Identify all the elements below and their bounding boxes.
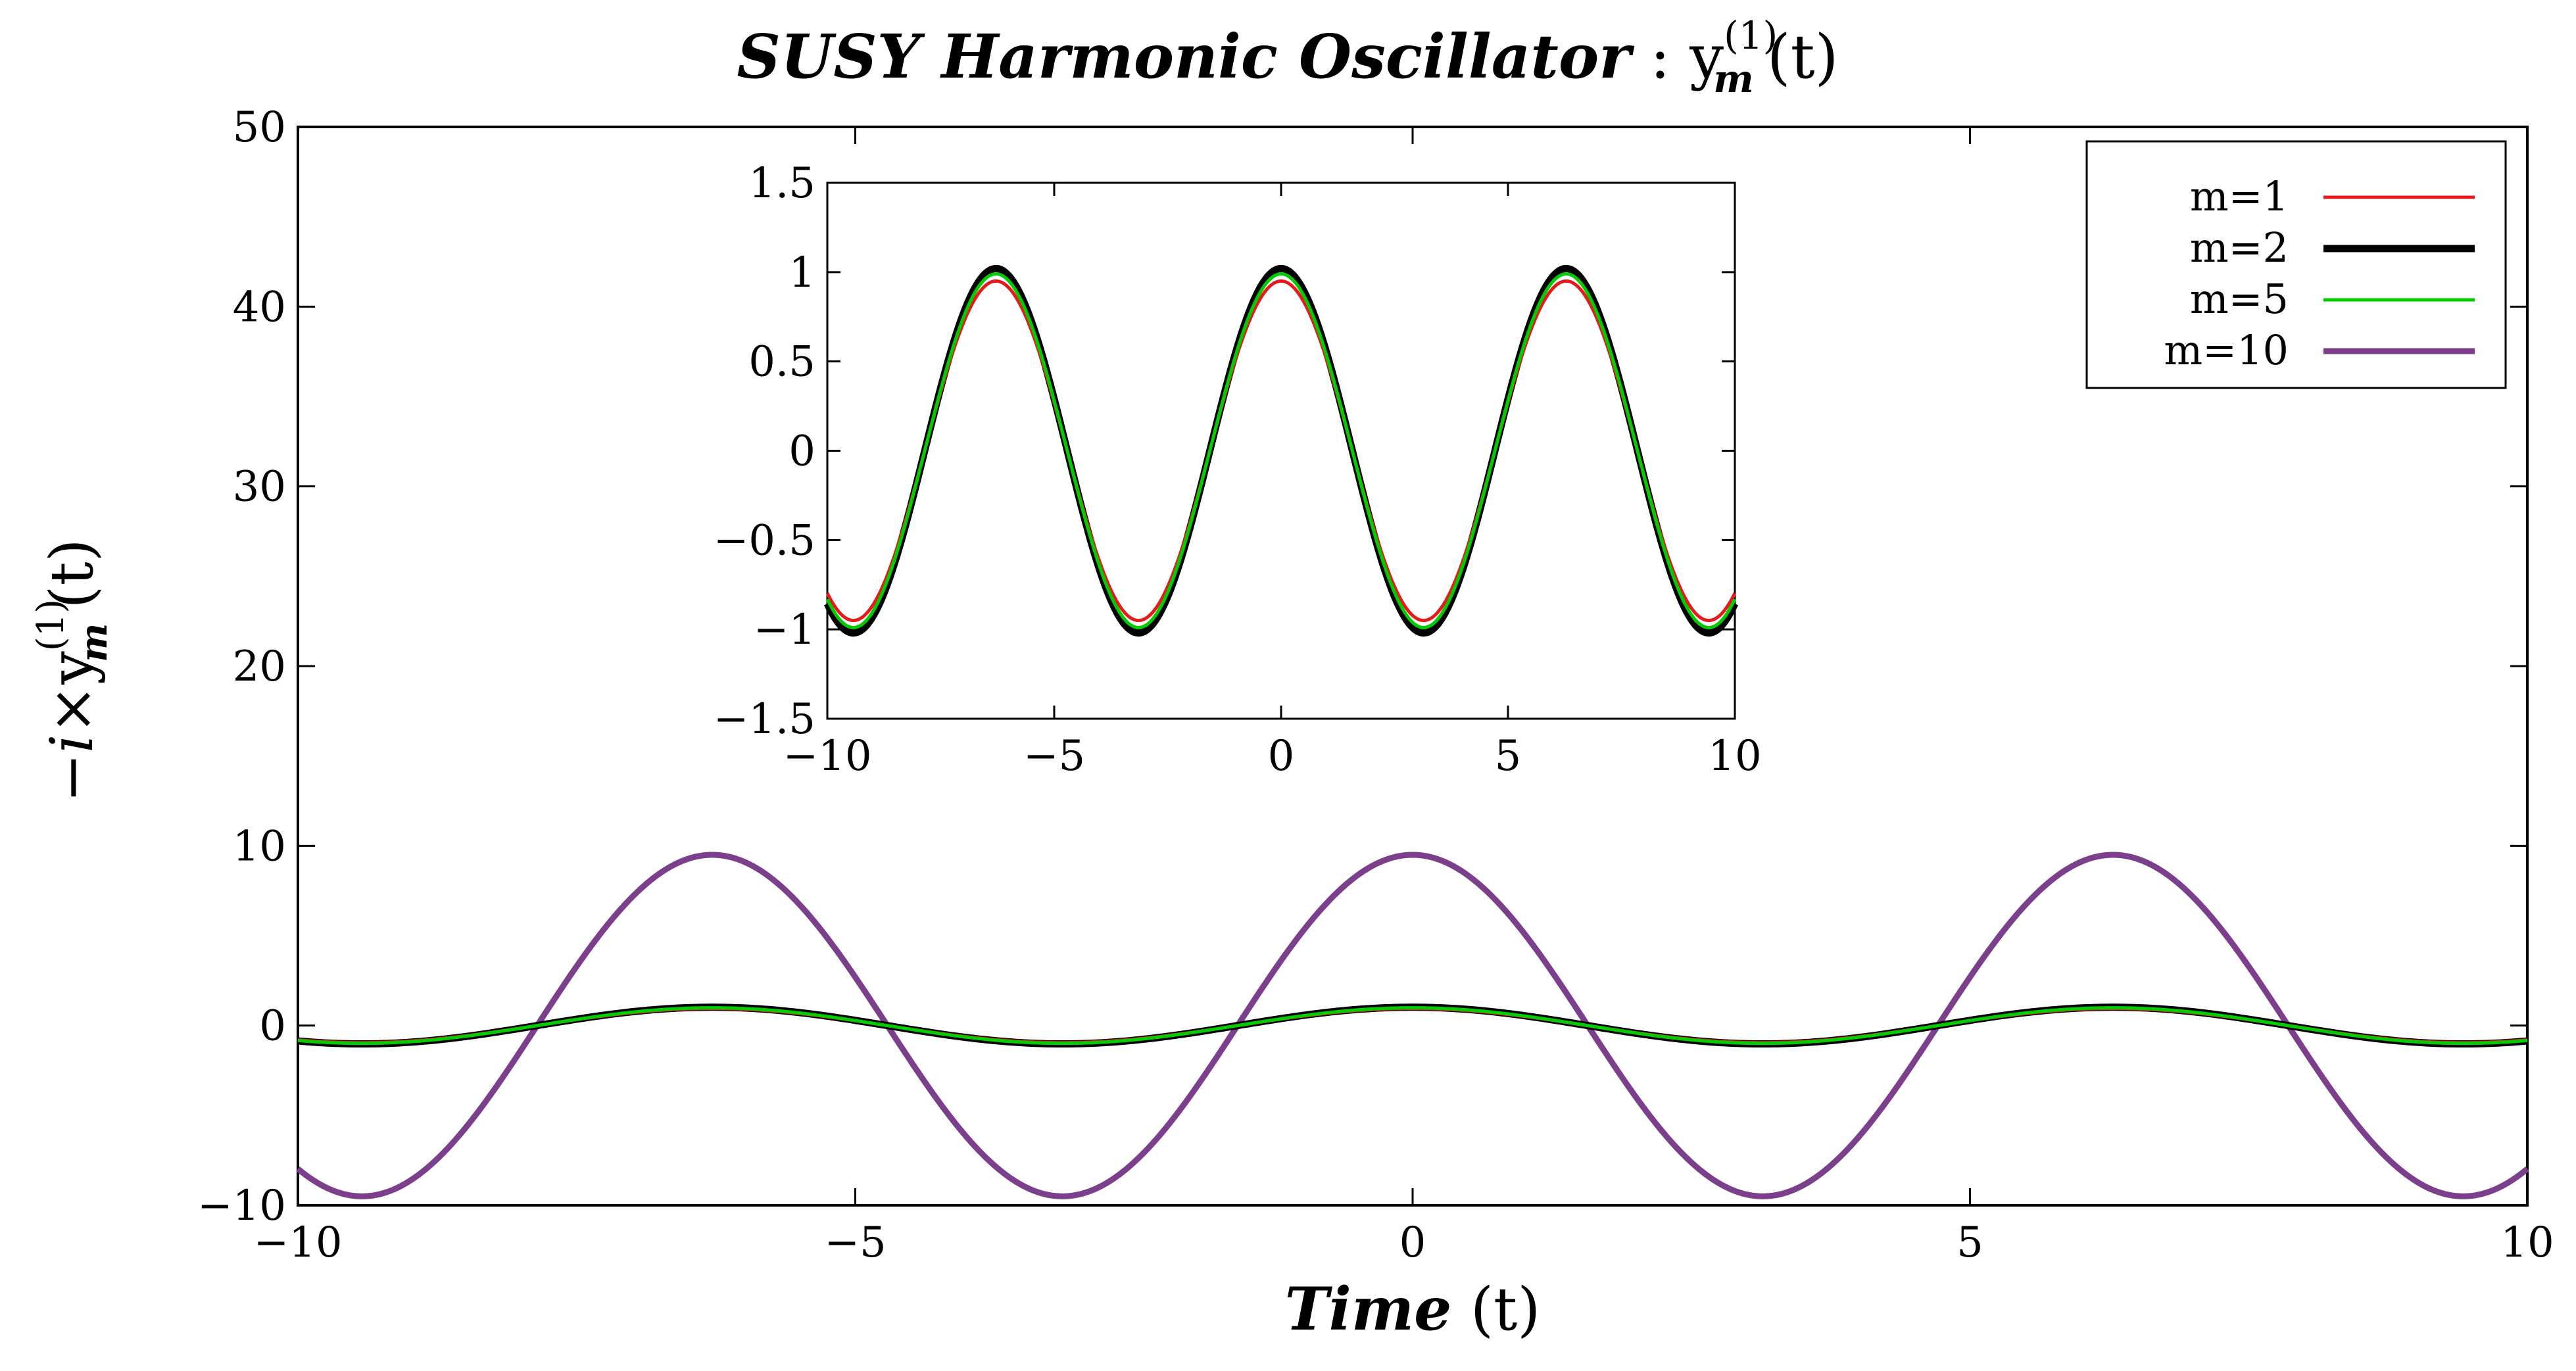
inset-x-tick-label: 0 (1268, 732, 1295, 781)
main-series-line-m5 (297, 1006, 2528, 1046)
chart-title-subscript: m (1713, 57, 1753, 101)
main-y-tick-label: 50 (233, 103, 286, 152)
main-x-tick-label: 5 (1956, 1218, 1983, 1267)
legend-label-m5: m=5 (2190, 275, 2289, 323)
x-label-main: Time (1285, 1274, 1452, 1344)
inset-series-line-m1 (825, 279, 1737, 623)
legend-label-m2: m=2 (2190, 224, 2289, 272)
chart-title-tail: (t) (1767, 22, 1839, 92)
inset-axis-ticks: −10 −5 0 5 10 −1.5 −1 −0.5 0 0.5 1 1.5 (714, 159, 1762, 781)
main-series-line-m10 (296, 852, 2529, 1199)
inset-x-tick-label: −10 (783, 732, 871, 781)
main-x-tick-label: 10 (2500, 1218, 2554, 1267)
inset-x-tick-label: 5 (1495, 732, 1522, 781)
y-label-times: × (37, 685, 107, 734)
main-x-tick-label: 0 (1399, 1218, 1426, 1267)
main-y-tick-label: 40 (233, 283, 286, 331)
inset-x-tick-label: 10 (1708, 732, 1761, 781)
y-label-tail: (t) (37, 539, 107, 608)
chart-title-symbol: y (1689, 22, 1724, 92)
inset-y-tick-label: 1 (789, 249, 815, 297)
y-label-superscript: (1) (30, 599, 72, 651)
chart-title-separator: : (1631, 22, 1689, 92)
inset-y-tick-label: −1 (754, 606, 815, 654)
inset-y-tick-label: −0.5 (714, 516, 815, 565)
legend-label-m1: m=1 (2190, 172, 2289, 220)
chart-title: SUSY Harmonic Oscillator : y(1) m (t) (737, 13, 1839, 101)
inset-series-line-m2 (824, 264, 1738, 637)
main-y-tick-label: 0 (259, 1002, 286, 1051)
y-label-symbol: y (37, 651, 107, 685)
main-y-tick-label: 20 (233, 642, 286, 691)
inset-x-tick-label: −5 (1023, 732, 1085, 781)
y-axis-label: −i×y(1)m (t) (30, 539, 116, 803)
main-y-tick-label: −10 (197, 1182, 286, 1230)
inset-series-line-m5 (825, 272, 1737, 629)
legend-label-m10: m=10 (2164, 326, 2289, 374)
main-y-tick-label: 30 (233, 463, 286, 512)
inset-y-tick-label: −1.5 (714, 695, 815, 744)
legend: m=1m=2m=5m=10 (2085, 140, 2507, 389)
legend-box (2085, 140, 2507, 389)
inset-y-tick-label: 1.5 (748, 159, 815, 208)
y-label-imag: i (37, 734, 107, 754)
main-series-group (296, 852, 2529, 1199)
chart-title-superscript: (1) (1724, 13, 1778, 58)
legend-entries: m=1m=2m=5m=10 (2164, 172, 2475, 374)
inset-plot-background (827, 183, 1735, 719)
main-y-tick-label: 10 (233, 822, 286, 871)
x-axis-label: Time (t) (1285, 1274, 1541, 1344)
inset-y-tick-label: 0.5 (748, 338, 815, 387)
chart-title-main: SUSY Harmonic Oscillator (737, 21, 1636, 92)
y-label-prefix: − (37, 753, 107, 802)
main-x-tick-label: −10 (253, 1218, 342, 1267)
inset-series-group (824, 264, 1738, 637)
inset-y-tick-label: 0 (789, 427, 815, 476)
y-label-subscript: m (72, 623, 116, 662)
main-x-tick-label: −5 (824, 1218, 886, 1267)
x-label-tail: (t) (1451, 1275, 1540, 1344)
